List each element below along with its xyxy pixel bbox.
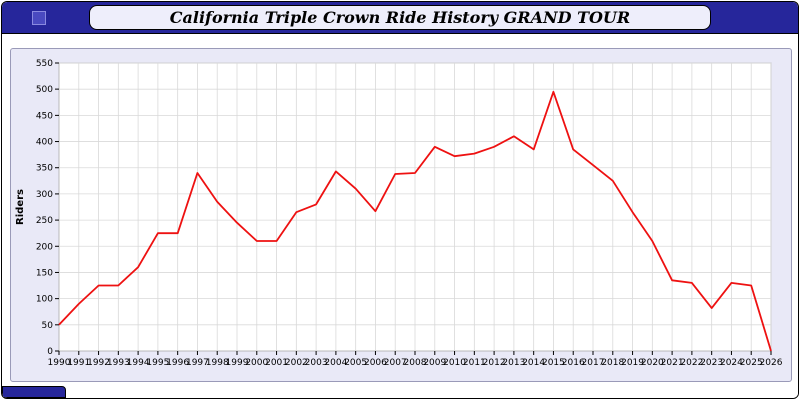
chart-panel: 0 50 100 150 200 250 300 350 400 450 500 550 1990 199… [10, 48, 792, 382]
svg-text:Riders: Riders [15, 189, 26, 225]
svg-text:1993: 1993 [107, 358, 130, 368]
svg-text:2012: 2012 [483, 358, 506, 368]
svg-text:2001: 2001 [265, 358, 288, 368]
svg-text:2015: 2015 [542, 358, 565, 368]
svg-text:1991: 1991 [67, 358, 90, 368]
window-icon [32, 11, 46, 25]
svg-text:50: 50 [42, 321, 54, 331]
svg-text:400: 400 [36, 138, 53, 148]
svg-text:1990: 1990 [48, 358, 71, 368]
svg-text:2023: 2023 [700, 358, 723, 368]
svg-text:2026: 2026 [760, 358, 783, 368]
svg-text:200: 200 [36, 242, 53, 252]
svg-text:2017: 2017 [582, 358, 605, 368]
bottom-accent-bar [2, 386, 66, 398]
svg-text:2007: 2007 [384, 358, 407, 368]
svg-text:2018: 2018 [601, 358, 624, 368]
svg-text:2022: 2022 [680, 358, 703, 368]
svg-text:2006: 2006 [364, 358, 387, 368]
svg-text:2000: 2000 [245, 358, 268, 368]
svg-text:1998: 1998 [206, 358, 229, 368]
svg-text:350: 350 [36, 164, 53, 174]
svg-text:2004: 2004 [324, 358, 347, 368]
svg-text:300: 300 [36, 190, 53, 200]
svg-text:1996: 1996 [166, 358, 189, 368]
svg-text:100: 100 [36, 295, 53, 305]
svg-text:2013: 2013 [502, 358, 525, 368]
svg-text:500: 500 [36, 85, 53, 95]
svg-text:2014: 2014 [522, 358, 545, 368]
svg-text:2011: 2011 [463, 358, 486, 368]
svg-text:550: 550 [36, 59, 53, 69]
window-content: 0 50 100 150 200 250 300 350 400 450 500 550 1990 199… [2, 34, 798, 398]
chart-title: California Triple Crown Ride History GRA… [88, 5, 712, 30]
svg-text:1994: 1994 [127, 358, 150, 368]
svg-text:2021: 2021 [661, 358, 684, 368]
svg-text:2009: 2009 [423, 358, 446, 368]
svg-text:2002: 2002 [285, 358, 308, 368]
riders-line-chart: 0501001502002503003504004505005501990199… [15, 59, 783, 368]
svg-text:2008: 2008 [404, 358, 427, 368]
svg-text:450: 450 [36, 111, 53, 121]
svg-text:1995: 1995 [146, 358, 169, 368]
svg-text:2020: 2020 [641, 358, 664, 368]
svg-text:2019: 2019 [621, 358, 644, 368]
svg-text:150: 150 [36, 268, 53, 278]
svg-text:2025: 2025 [740, 358, 763, 368]
svg-text:250: 250 [36, 216, 53, 226]
svg-text:1992: 1992 [87, 358, 110, 368]
svg-text:0: 0 [47, 347, 53, 357]
svg-text:1999: 1999 [226, 358, 249, 368]
svg-text:2003: 2003 [305, 358, 328, 368]
svg-text:1997: 1997 [186, 358, 209, 368]
svg-text:2005: 2005 [344, 358, 367, 368]
svg-text:2010: 2010 [443, 358, 466, 368]
title-bar: California Triple Crown Ride History GRA… [2, 2, 798, 34]
svg-text:2016: 2016 [562, 358, 585, 368]
svg-text:2024: 2024 [720, 358, 743, 368]
